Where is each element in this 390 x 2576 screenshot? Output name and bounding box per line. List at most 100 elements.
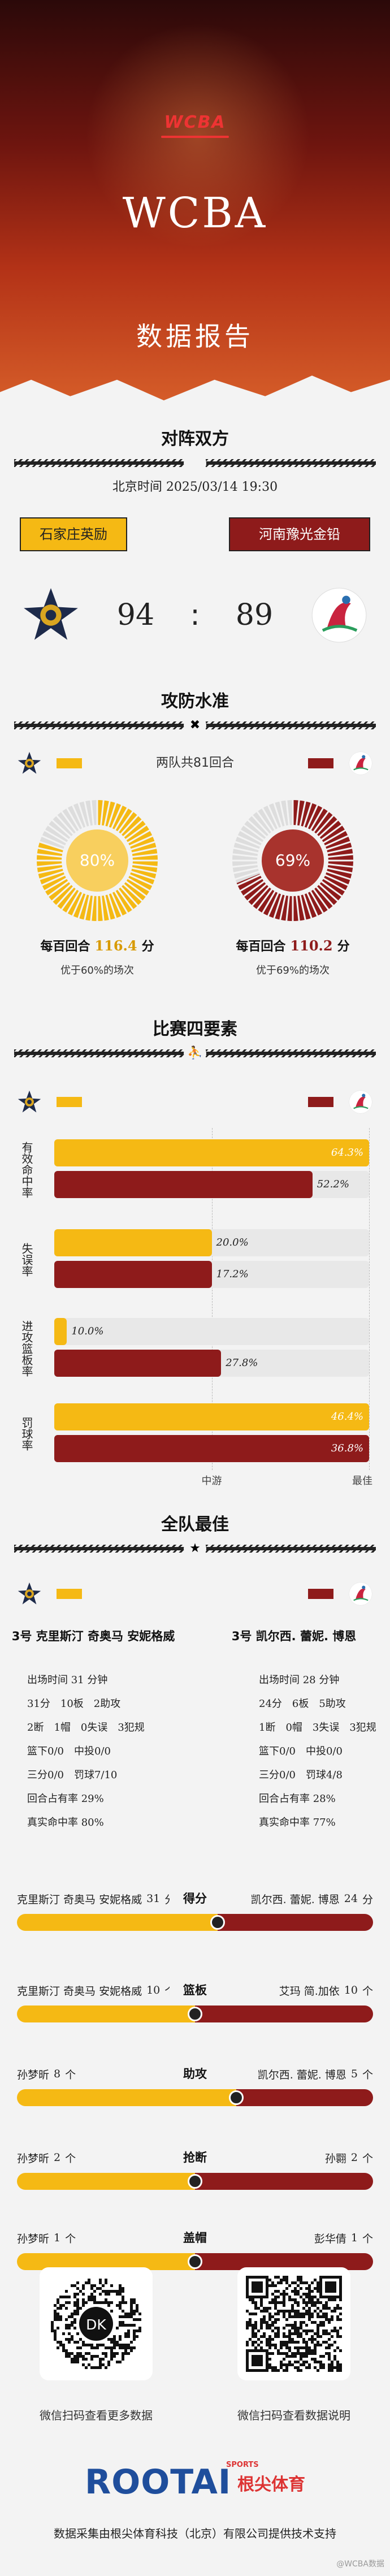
qr-dot bbox=[105, 2355, 107, 2358]
donut-tick-gap bbox=[116, 810, 135, 834]
qr-dot bbox=[110, 2301, 113, 2304]
qr-dot bbox=[99, 2281, 102, 2284]
donut-tick-gap bbox=[77, 892, 88, 920]
qr-dot bbox=[65, 2318, 68, 2321]
brand-logo: ROOTAI bbox=[85, 2462, 232, 2502]
donut-tick-gap bbox=[124, 880, 148, 898]
qr-dot bbox=[266, 2321, 268, 2324]
qr-dot bbox=[294, 2361, 297, 2363]
player-stat-line: 三分0/0 罚球7/10 bbox=[27, 1769, 118, 1781]
qr-dot bbox=[285, 2346, 288, 2349]
donut-tick-gap bbox=[315, 814, 335, 836]
qr-dot bbox=[300, 2279, 302, 2281]
qr-dot bbox=[274, 2296, 277, 2298]
qr-dot bbox=[322, 2366, 325, 2369]
header-background bbox=[0, 0, 390, 401]
home-logo bbox=[18, 1582, 41, 1605]
donut-tick-gap bbox=[322, 876, 348, 893]
qr-dot bbox=[59, 2304, 62, 2307]
qr-code bbox=[246, 2276, 342, 2372]
qr-dot bbox=[271, 2321, 274, 2324]
qr-dot bbox=[280, 2341, 283, 2344]
qr-dot bbox=[328, 2321, 331, 2324]
qr-dot bbox=[252, 2332, 254, 2335]
qr-dot bbox=[333, 2307, 336, 2310]
donut-tick-gap bbox=[238, 828, 264, 845]
qr-dot bbox=[274, 2290, 277, 2293]
qr-dot bbox=[311, 2329, 314, 2332]
qr-dot bbox=[317, 2287, 319, 2290]
qr-dot bbox=[82, 2287, 85, 2290]
player-name: 3号 凯尔西. 蕾妮. 博恩 bbox=[231, 1630, 357, 1643]
qr-dot bbox=[288, 2338, 291, 2341]
qr-dot bbox=[317, 2332, 319, 2335]
qr-dot bbox=[314, 2361, 317, 2363]
qr-dot bbox=[254, 2313, 257, 2315]
factor-value: 64.3% bbox=[331, 1147, 363, 1159]
qr-dot bbox=[300, 2313, 302, 2315]
qr-dot bbox=[88, 2279, 90, 2281]
qr-dot bbox=[105, 2279, 107, 2281]
qr-dot bbox=[90, 2287, 93, 2290]
player-stat-line: 2断 1帽 0失误 3犯规 bbox=[27, 1722, 145, 1734]
qr-dot bbox=[68, 2341, 71, 2344]
qr-dot bbox=[119, 2304, 122, 2307]
qr-dot bbox=[252, 2335, 254, 2338]
qr-dot bbox=[127, 2324, 130, 2327]
qr-dot bbox=[297, 2315, 300, 2318]
qr-dot bbox=[283, 2298, 285, 2301]
qr-dot bbox=[314, 2296, 317, 2298]
qr-dot bbox=[268, 2301, 271, 2304]
qr-dot bbox=[288, 2315, 291, 2318]
bar-split-dot bbox=[188, 2174, 202, 2189]
qr-dot bbox=[138, 2329, 141, 2332]
qr-dot bbox=[130, 2315, 133, 2318]
qr-dot bbox=[76, 2332, 79, 2335]
qr-dot bbox=[88, 2363, 90, 2366]
donut-tick-gap bbox=[272, 801, 283, 829]
qr-dot bbox=[288, 2324, 291, 2327]
qr-dot bbox=[336, 2346, 339, 2349]
qr-dot bbox=[268, 2363, 271, 2366]
qr-dot bbox=[268, 2315, 271, 2318]
qr-dot bbox=[311, 2304, 314, 2307]
away-score: 89 bbox=[235, 598, 274, 632]
qr-dot bbox=[328, 2366, 331, 2369]
donut-tick-gap bbox=[77, 801, 88, 829]
qr-dot bbox=[322, 2313, 325, 2315]
qr-dot bbox=[110, 2358, 113, 2361]
qr-dot bbox=[138, 2327, 141, 2329]
qr-dot bbox=[136, 2307, 138, 2310]
qr-dot bbox=[68, 2324, 71, 2327]
qr-dot bbox=[331, 2310, 333, 2313]
qr-dot bbox=[71, 2358, 73, 2361]
qr-dot bbox=[271, 2329, 274, 2332]
qr-dot bbox=[285, 2310, 288, 2313]
qr-dot bbox=[124, 2332, 127, 2335]
qr-dot bbox=[260, 2318, 263, 2321]
qr-dot bbox=[311, 2321, 314, 2324]
donut-tick-gap bbox=[126, 876, 152, 893]
leader-player: 孙梦昕 bbox=[17, 2068, 50, 2081]
qr-dot bbox=[82, 2363, 85, 2366]
qr-dot bbox=[73, 2310, 76, 2313]
qr-dot bbox=[325, 2341, 328, 2344]
qr-dot bbox=[133, 2301, 136, 2304]
brand-tag: SPORTS bbox=[226, 2461, 259, 2469]
qr-dot bbox=[73, 2321, 76, 2324]
qr-dot bbox=[280, 2344, 283, 2346]
qr-dot bbox=[302, 2321, 305, 2324]
qr-dot bbox=[300, 2358, 302, 2361]
donut-tick-gap bbox=[46, 880, 71, 898]
qr-dot bbox=[288, 2363, 291, 2366]
qr-dot bbox=[331, 2335, 333, 2338]
qr-dot bbox=[300, 2327, 302, 2329]
qr-dot bbox=[317, 2290, 319, 2293]
qr-dot bbox=[277, 2332, 280, 2335]
qr-dot bbox=[311, 2335, 314, 2338]
section-heading: 比赛四要素 bbox=[153, 1019, 237, 1039]
qr-dot bbox=[254, 2304, 257, 2307]
qr-dot bbox=[266, 2324, 268, 2327]
qr-dot bbox=[291, 2327, 294, 2329]
qr-dot bbox=[308, 2313, 311, 2315]
